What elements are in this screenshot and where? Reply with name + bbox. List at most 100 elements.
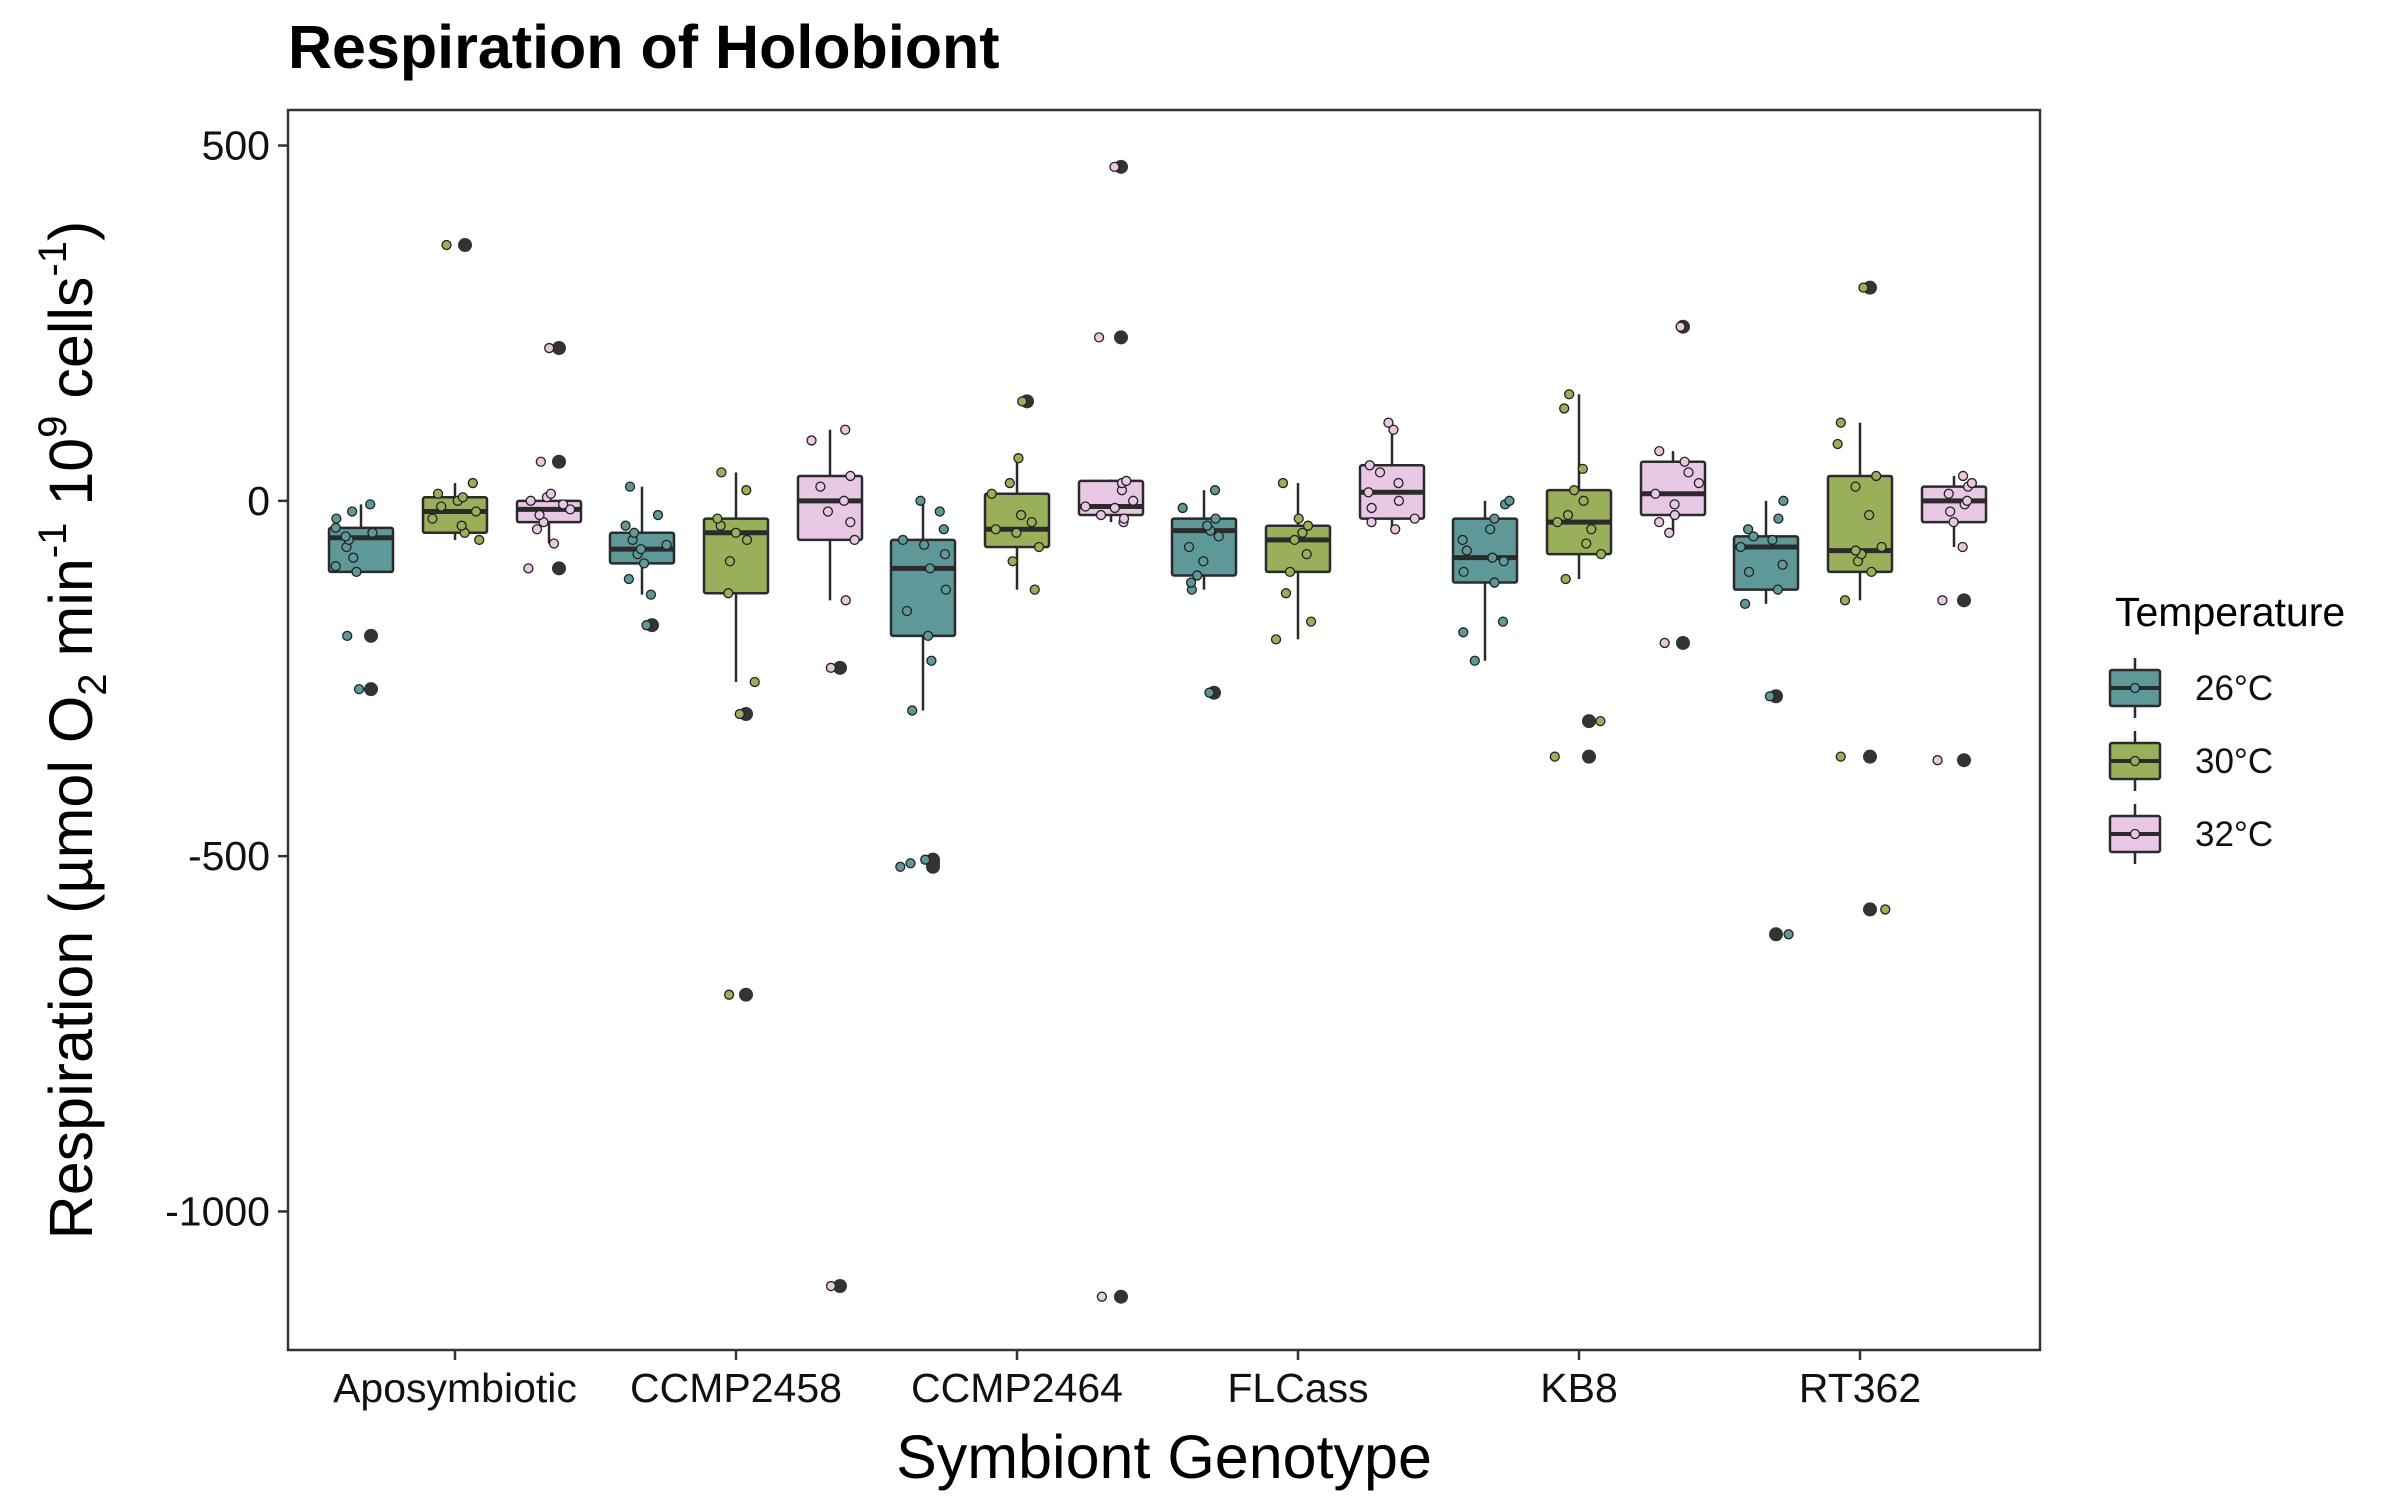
box-group xyxy=(796,424,864,1294)
data-point xyxy=(544,342,555,354)
data-point xyxy=(1280,588,1292,599)
data-point xyxy=(1204,687,1215,698)
outlier-point xyxy=(1582,749,1596,764)
box xyxy=(983,492,1051,549)
data-point xyxy=(1201,520,1213,531)
outlier-point xyxy=(552,341,566,356)
y-axis-title-sup3: -1 xyxy=(31,241,75,277)
data-point xyxy=(924,563,936,574)
data-point xyxy=(436,501,447,512)
outlier-point xyxy=(1863,902,1877,917)
legend-item: 32°C xyxy=(2108,804,2273,864)
data-point xyxy=(525,495,536,506)
box xyxy=(702,517,770,595)
data-point xyxy=(1004,477,1015,489)
data-point xyxy=(1284,566,1296,578)
data-point xyxy=(342,630,353,641)
data-point xyxy=(1948,516,1959,528)
data-point xyxy=(427,513,438,524)
data-point xyxy=(1560,573,1571,585)
legend-title: Temperature xyxy=(2115,589,2345,635)
data-point xyxy=(557,499,569,510)
data-point xyxy=(1863,509,1875,521)
data-point xyxy=(734,708,745,720)
data-point xyxy=(901,605,913,617)
outlier-point xyxy=(552,454,566,469)
legend-item: 30°C xyxy=(2108,731,2273,791)
data-point xyxy=(741,485,752,496)
data-point xyxy=(1850,481,1861,492)
legend-key-point xyxy=(2129,755,2141,767)
x-axis-title: Symbiont Genotype xyxy=(896,1423,1432,1491)
data-point xyxy=(749,676,760,688)
y-axis-title: Respiration (µmol O2 min-1 109 cells-1) xyxy=(31,221,115,1240)
data-point xyxy=(940,584,952,595)
outlier-point xyxy=(552,561,566,576)
data-point xyxy=(531,524,543,535)
data-point xyxy=(1743,566,1755,578)
data-point xyxy=(1497,616,1509,627)
data-point xyxy=(1489,513,1500,524)
data-point xyxy=(1029,584,1040,595)
data-point xyxy=(1121,475,1132,487)
data-point xyxy=(1693,477,1705,489)
data-point xyxy=(1943,488,1954,499)
data-point xyxy=(1739,598,1751,610)
legend-key-point xyxy=(2129,828,2141,840)
data-point xyxy=(545,488,557,499)
data-point xyxy=(905,858,916,869)
y-axis-title-suffix: ) xyxy=(37,221,105,241)
data-point xyxy=(534,509,545,521)
data-point xyxy=(822,506,834,517)
data-point xyxy=(535,456,546,467)
data-point xyxy=(915,495,926,506)
data-point xyxy=(367,527,378,538)
plot-panel xyxy=(286,108,2042,1352)
data-point xyxy=(986,488,997,499)
data-point xyxy=(1007,556,1018,567)
data-point xyxy=(623,573,635,585)
data-point xyxy=(1835,751,1846,762)
legend-label: 26°C xyxy=(2195,669,2273,708)
y-axis-title-mid1: min xyxy=(37,558,105,673)
box xyxy=(1920,485,1988,524)
x-tick-label: RT362 xyxy=(1799,1365,1921,1411)
data-point xyxy=(340,531,351,542)
outlier-point xyxy=(1582,714,1596,729)
data-point xyxy=(548,538,560,549)
data-point xyxy=(1669,499,1680,510)
data-point xyxy=(1664,527,1675,538)
data-point xyxy=(1118,513,1130,524)
data-point xyxy=(1858,282,1869,293)
data-point xyxy=(331,513,342,524)
data-point xyxy=(346,506,358,517)
data-point xyxy=(474,534,485,546)
x-tick-label: FLCass xyxy=(1227,1365,1368,1411)
data-point xyxy=(840,424,851,435)
box-group xyxy=(1545,389,1613,764)
box-group xyxy=(608,481,676,633)
outlier-point xyxy=(458,238,472,253)
data-point xyxy=(1839,595,1851,606)
data-point xyxy=(1363,487,1374,498)
data-point xyxy=(1128,495,1139,506)
data-point xyxy=(1669,509,1680,521)
data-point xyxy=(1742,524,1754,535)
data-point xyxy=(1735,541,1746,553)
data-point xyxy=(1880,904,1891,915)
data-point xyxy=(1192,570,1203,581)
y-axis-title-mid3: cells xyxy=(37,277,105,416)
data-point xyxy=(1961,495,1973,506)
legend-item: 26°C xyxy=(2108,658,2273,718)
outlier-point xyxy=(1957,753,1971,768)
data-point xyxy=(815,481,826,492)
data-point xyxy=(1374,467,1386,478)
data-point xyxy=(624,481,636,492)
data-point xyxy=(351,566,362,578)
data-point xyxy=(1595,548,1607,560)
outlier-point xyxy=(1769,927,1783,942)
data-point xyxy=(1096,1291,1108,1302)
data-point xyxy=(724,556,736,567)
box xyxy=(1264,524,1332,574)
